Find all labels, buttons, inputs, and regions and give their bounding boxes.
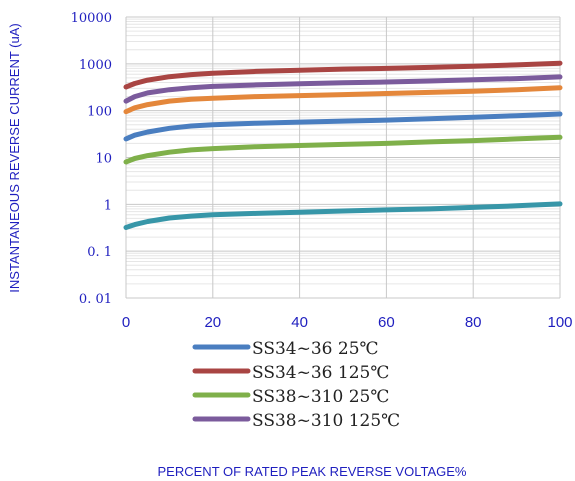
legend-label: SS34~36 25℃ [252,339,379,359]
x-axis-title: PERCENT OF RATED PEAK REVERSE VOLTAGE% [158,464,467,479]
y-tick-label: 0. 1 [87,245,112,260]
x-tick-label: 80 [465,314,482,331]
y-tick-label: 1 [104,198,112,213]
x-tick-label: 100 [547,314,572,331]
legend-label: SS38~310 25℃ [252,387,389,407]
x-tick-label: 60 [378,314,395,331]
legend: SS34~36 25℃ SS34~36 125℃ SS38~310 25℃ SS38~… [192,339,400,431]
series-line-3 [123,134,563,165]
y-tick-label: 1000 [79,58,112,73]
y-tick-label: 10000 [71,11,112,26]
x-tick-label: 40 [291,314,308,331]
y-tick-label: 100 [87,105,112,120]
series-line-2 [123,60,563,90]
legend-label: SS38~310 125℃ [252,411,400,431]
x-tick-labels: 0 20 40 60 80 100 [122,314,573,331]
series-line-4 [123,74,563,104]
x-tick-label: 20 [204,314,221,331]
y-tick-labels: 10000 1000 100 10 1 0. 1 0. 01 [71,11,112,307]
x-tick-label: 0 [122,314,130,331]
grid [125,16,561,299]
y-axis-title: INSTANTANEOUS REVERSE CURRENT (uA) [7,23,22,292]
series-line-6 [123,201,563,230]
series-line-1 [123,111,563,142]
series-line-5 [123,85,563,115]
y-tick-label: 10 [95,152,112,167]
y-tick-label: 0. 01 [79,292,112,307]
legend-label: SS34~36 125℃ [252,363,389,383]
series-lines [123,60,563,230]
